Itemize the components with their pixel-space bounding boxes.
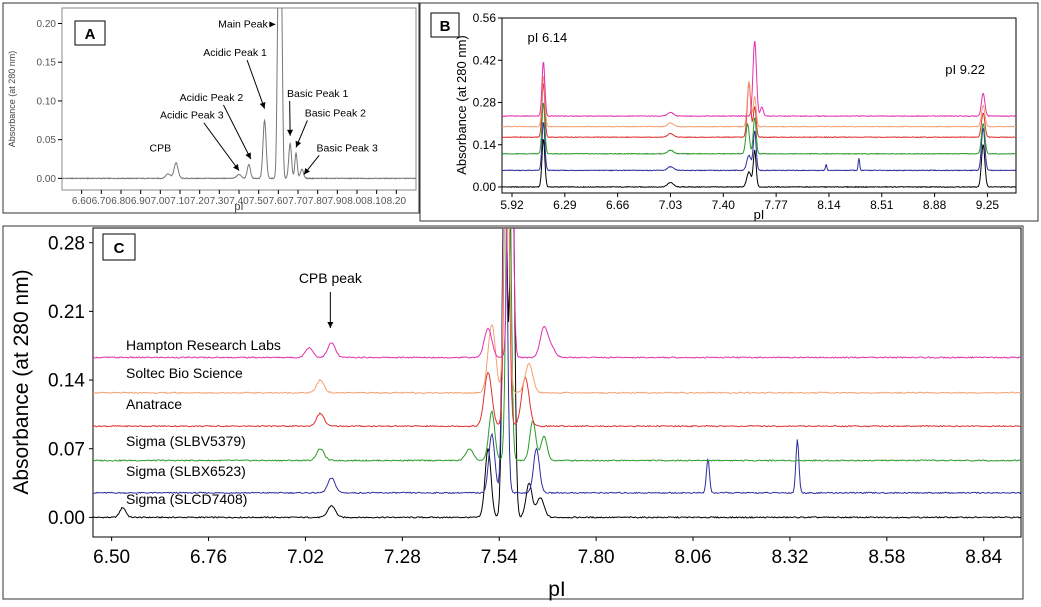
x-tick-label: 7.40 [712, 198, 736, 212]
peak-label: pI 6.14 [528, 30, 568, 45]
x-tick-label: 7.30 [210, 196, 230, 207]
y-tick-label: 0.14 [473, 138, 497, 152]
annotation-3-arrow-line [204, 123, 239, 171]
y-tick-label: 0.00 [37, 174, 57, 185]
y-tick-label: 0.20 [37, 19, 57, 30]
series-line-5 [502, 77, 1016, 127]
y-tick-label: 0.42 [473, 53, 497, 67]
x-tick-label: 7.77 [764, 198, 788, 212]
x-tick-label: 7.70 [288, 196, 308, 207]
y-tick-label: 0.07 [48, 439, 85, 460]
x-tick-label: 7.03 [659, 198, 683, 212]
annotation-label: Acidic Peak 1 [203, 47, 267, 59]
series-name-label: Sigma (SLBX6523) [126, 463, 246, 479]
x-tick-label: 7.28 [384, 547, 421, 568]
x-tick-label: 9.25 [976, 198, 1000, 212]
x-tick-label: 8.00 [347, 196, 367, 207]
series-name-label: Soltec Bio Science [126, 365, 243, 381]
annotation-label: Basic Peak 1 [287, 88, 348, 100]
annotation-7-arrow-head [304, 168, 310, 175]
series-line-1 [93, 130, 1021, 518]
x-tick-label: 8.32 [771, 547, 808, 568]
x-tick-label: 7.00 [151, 196, 171, 207]
panel-a-y-label: Absorbance (at 280 nm) [7, 51, 17, 148]
annotation-1-arrow-line [247, 60, 265, 109]
x-tick-label: 8.58 [868, 547, 905, 568]
panel-c: C 6.50 6.76 7.02 7.28 7.54 7.80 8.06 8.32 8.58 8.… [3, 0, 1023, 601]
y-tick-label: 0.15 [37, 58, 57, 69]
series-name-label: Sigma (SLBV5379) [126, 433, 246, 449]
annotation-5-arrow-head [287, 130, 293, 136]
panel-b-border [420, 3, 1038, 221]
x-tick-label: 7.20 [190, 196, 210, 207]
x-tick-label: 6.29 [553, 198, 577, 212]
annotation-2-arrow-line [223, 105, 250, 159]
panel-b-letter: B [440, 18, 451, 35]
x-tick-label: 7.54 [481, 547, 518, 568]
x-tick-label: 8.20 [387, 196, 407, 207]
panel-b: B 5.92 6.29 6.66 7.03 7.40 7.77 8.14 8.51 8.88 9.… [420, 3, 1038, 222]
x-tick-label: 6.80 [111, 196, 131, 207]
y-tick-label: 0.21 [48, 302, 85, 323]
x-tick-label: 6.90 [131, 196, 151, 207]
annotation-label: Basic Peak 2 [305, 107, 366, 119]
x-tick-label: 8.51 [870, 198, 894, 212]
x-tick-label: 8.10 [367, 196, 387, 207]
y-tick-label: 0.00 [48, 508, 85, 529]
annotation-label: Main Peak [218, 18, 268, 30]
series-line-1 [502, 140, 1016, 188]
panel-b-y-label: Absorbance (at 280 nm) [454, 35, 469, 174]
x-tick-label: 7.80 [578, 547, 615, 568]
x-tick-label: 6.76 [190, 547, 227, 568]
series-line-2 [502, 123, 1016, 171]
x-tick-label: 5.92 [500, 198, 524, 212]
panel-b-x-label: pI [754, 207, 765, 222]
y-tick-label: 0.56 [473, 11, 497, 25]
x-tick-label: 8.14 [817, 198, 841, 212]
x-tick-label: 7.80 [308, 196, 328, 207]
x-tick-label: 8.84 [965, 547, 1002, 568]
y-tick-label: 0.28 [473, 96, 497, 110]
x-tick-label: 6.60 [72, 196, 92, 207]
x-tick-label: 7.10 [170, 196, 190, 207]
annotation-label: Acidic Peak 3 [160, 110, 224, 122]
x-tick-label: 7.60 [269, 196, 289, 207]
x-tick-label: 6.66 [606, 198, 630, 212]
x-tick-label: 8.88 [923, 198, 947, 212]
cpb-peak-label: CPB peak [299, 270, 363, 286]
series-line-6 [502, 42, 1016, 117]
main-peak-arrow-head [269, 21, 275, 27]
series-name-label: Sigma (SLCD7408) [126, 491, 247, 507]
panel-c-letter: C [114, 240, 125, 257]
x-tick-label: 7.50 [249, 196, 269, 207]
series-name-label: Anatrace [126, 396, 182, 412]
y-tick-label: 0.05 [37, 135, 57, 146]
x-tick-label: 7.02 [287, 547, 324, 568]
x-tick-label: 6.50 [93, 547, 130, 568]
annotation-3-arrow-head [233, 164, 239, 171]
panel-a-letter: A [85, 26, 96, 43]
panel-c-y-label: Absorbance (at 280 nm) [10, 269, 33, 494]
series-name-label: Hampton Research Labs [126, 337, 281, 353]
cpb-peak-arrow-head [327, 322, 333, 328]
peak-label: pI 9.22 [945, 62, 985, 77]
panel-a-x-label: pI [234, 201, 243, 213]
panel-b-plot-area [502, 18, 1016, 193]
x-tick-label: 7.90 [328, 196, 348, 207]
y-tick-label: 0.14 [48, 371, 85, 392]
y-tick-label: 0.00 [473, 180, 497, 194]
annotation-label: Basic Peak 3 [317, 142, 378, 154]
y-tick-label: 0.28 [48, 233, 85, 254]
annotation-label: CPB [150, 142, 172, 154]
x-tick-label: 8.06 [675, 547, 712, 568]
x-tick-label: 6.70 [92, 196, 112, 207]
y-tick-label: 0.10 [37, 96, 57, 107]
panel-c-x-label: pI [548, 578, 566, 601]
annotation-label: Acidic Peak 2 [180, 92, 244, 104]
